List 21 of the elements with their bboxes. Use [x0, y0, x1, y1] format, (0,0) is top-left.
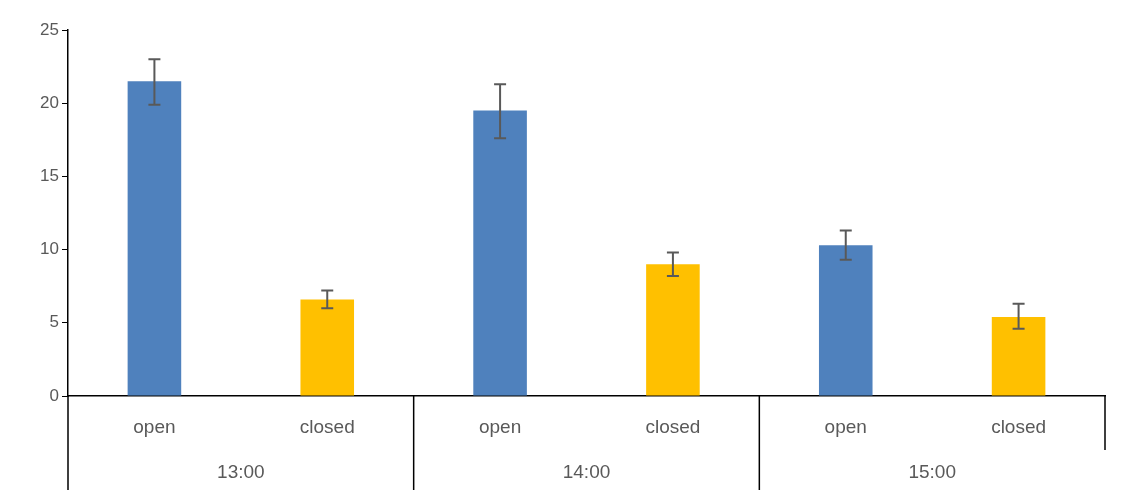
text: open — [478, 416, 522, 438]
x-tick-label: 13:00 — [217, 461, 265, 483]
y-tick-label: 20 — [40, 92, 59, 112]
y-tick-label: 5 — [49, 312, 59, 332]
x-tick-label: 15:00 — [908, 461, 956, 483]
bar — [300, 299, 355, 396]
y-tick-label: 25 — [40, 19, 59, 39]
bar — [818, 245, 873, 396]
text: closed — [645, 416, 701, 438]
x-tick-label: 14:00 — [562, 461, 611, 483]
bar — [646, 264, 700, 396]
y-tick-label: 15 — [40, 166, 59, 186]
bar — [127, 81, 182, 396]
bar — [473, 110, 527, 396]
bar — [991, 316, 1046, 396]
text: closed — [991, 416, 1047, 438]
y-tick-label: 0 — [49, 385, 59, 405]
text: open — [824, 416, 867, 438]
series-label: open — [133, 416, 176, 438]
y-tick-label: 10 — [40, 239, 59, 259]
series-label: closed — [299, 416, 355, 438]
